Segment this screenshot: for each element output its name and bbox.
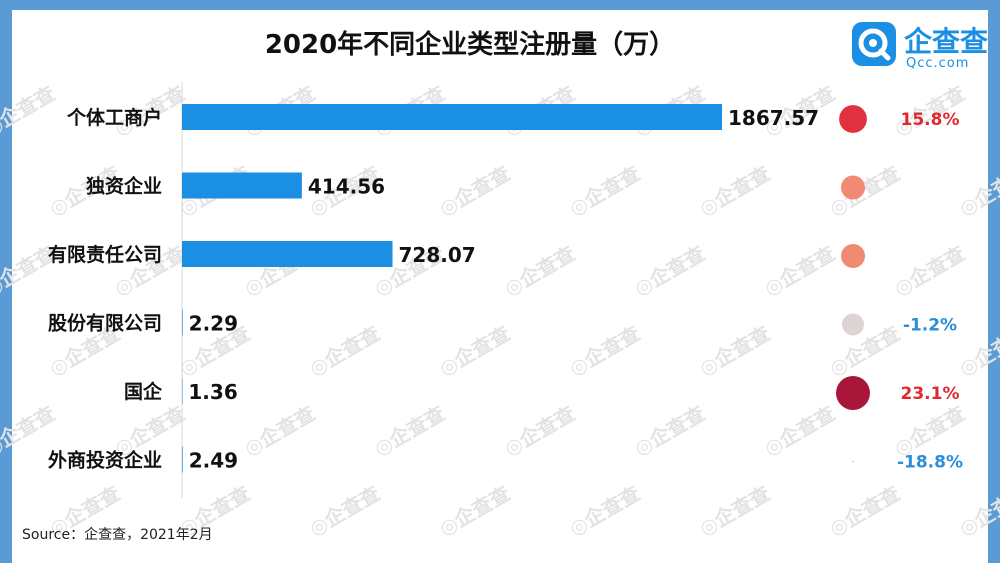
growth-label: -18.8% xyxy=(897,453,963,473)
value-label: 2.29 xyxy=(189,312,238,336)
bar xyxy=(182,446,183,473)
category-label: 股份有限公司 xyxy=(48,312,162,335)
source-note: Source：企查查，2021年2月 xyxy=(22,527,213,543)
growth-circle xyxy=(841,244,865,268)
value-label: 2.49 xyxy=(189,449,238,473)
growth-label: 23.1% xyxy=(901,384,960,404)
category-label: 独资企业 xyxy=(86,175,162,198)
value-label: 728.07 xyxy=(399,243,476,267)
right-border xyxy=(988,0,1000,563)
brand-logo: 企查查 Qcc.com xyxy=(852,20,988,71)
growth-circle xyxy=(852,460,854,463)
bar xyxy=(182,309,183,336)
left-border xyxy=(0,0,12,563)
category-label: 外商投资企业 xyxy=(48,449,162,472)
value-label: 414.56 xyxy=(308,175,385,199)
qcc-logo-icon xyxy=(852,22,896,66)
category-label: 国企 xyxy=(124,380,163,403)
bar xyxy=(182,104,722,130)
bar xyxy=(182,241,393,267)
category-label: 有限责任公司 xyxy=(48,243,162,266)
growth-circle xyxy=(839,105,867,133)
bar xyxy=(182,172,302,199)
top-border xyxy=(0,0,1000,10)
growth-circle xyxy=(842,313,864,336)
growth-label: 15.8% xyxy=(901,110,960,130)
brand-name: 企查查 xyxy=(904,25,989,58)
growth-circle xyxy=(841,175,865,200)
chart-title: 2020年不同企业类型注册量（万） xyxy=(264,30,676,60)
value-label: 1867.57 xyxy=(728,106,819,130)
brand-domain: Qcc.com xyxy=(906,56,970,71)
value-label: 1.36 xyxy=(188,380,237,404)
growth-circle xyxy=(836,376,870,410)
bar xyxy=(182,378,183,404)
growth-label: -1.2% xyxy=(903,316,957,336)
category-label: 个体工商户 xyxy=(66,106,162,129)
